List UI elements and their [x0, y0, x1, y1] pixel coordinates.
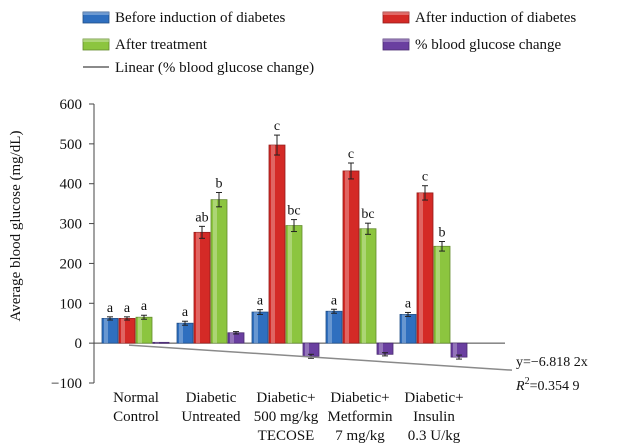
x-tick-label: Normal	[113, 390, 159, 406]
significance-label: a	[107, 301, 114, 316]
x-tick-label: Diabetic+	[256, 390, 315, 406]
significance-label: c	[274, 119, 280, 134]
y-tick-label: −100	[51, 376, 82, 392]
bar-highlight	[328, 311, 332, 344]
x-tick-label: Diabetic	[186, 390, 237, 406]
y-tick-label: 500	[60, 137, 83, 153]
y-tick-label: 0	[75, 336, 83, 352]
y-axis-label: Average blood glucose (mg/dL)	[8, 131, 24, 322]
bar-highlight	[288, 225, 292, 344]
bar-highlight	[271, 145, 275, 344]
significance-label: a	[124, 301, 131, 316]
significance-label: b	[439, 226, 446, 241]
bar-highlight	[155, 342, 159, 344]
bar-highlight	[402, 314, 406, 344]
significance-label: a	[331, 293, 338, 308]
x-axis-tick-labels: Normal Control Diabetic Untreated Diabetic+ 5…	[113, 390, 464, 444]
significance-label: a	[182, 305, 189, 320]
y-tick-label: 400	[60, 177, 83, 193]
bar-highlight	[104, 318, 108, 344]
legend-swatch-highlight	[383, 12, 409, 15]
bar-highlight	[379, 343, 383, 355]
bar	[152, 341, 170, 344]
legend-swatch	[82, 38, 110, 51]
significance-label: bc	[287, 204, 300, 219]
bar-highlight	[179, 323, 183, 344]
x-tick-label: 0.3 U/kg	[408, 428, 461, 444]
significance-label: c	[348, 147, 354, 162]
significance-label: bc	[361, 207, 374, 222]
legend: Before induction of diabetes After induct…	[82, 10, 576, 76]
bar-highlight	[254, 312, 258, 344]
bar-highlight	[305, 343, 309, 357]
legend-label: After induction of diabetes	[415, 10, 576, 26]
y-tick-label: 100	[60, 296, 83, 312]
axes: −100 0 100 200 300 400 500 600	[51, 97, 505, 392]
x-tick-label: 500 mg/kg	[254, 409, 319, 425]
x-tick-label: TECOSE	[258, 428, 315, 444]
x-tick-label: Diabetic+	[330, 390, 389, 406]
bar-highlight	[453, 343, 457, 358]
legend-swatch-highlight	[83, 39, 109, 42]
bar-highlight	[138, 317, 142, 344]
bar-highlight	[121, 318, 125, 344]
x-tick-label: Insulin	[413, 409, 455, 425]
trendline-r-squared: R2=0.354 9	[515, 376, 579, 394]
legend-swatch-highlight	[83, 12, 109, 15]
y-tick-label: 300	[60, 217, 83, 233]
bar-highlight	[419, 192, 423, 344]
legend-label: Linear (% blood glucose change)	[115, 60, 314, 76]
x-tick-label: 7 mg/kg	[335, 428, 385, 444]
legend-swatch	[82, 11, 110, 24]
significance-label: a	[257, 294, 264, 309]
bar-highlight	[213, 199, 217, 344]
legend-label: After treatment	[115, 37, 208, 53]
y-tick-label: 200	[60, 256, 83, 272]
significance-label: ab	[195, 210, 208, 225]
legend-swatch	[382, 38, 410, 51]
legend-swatch-highlight	[383, 39, 409, 42]
legend-label: % blood glucose change	[415, 37, 562, 53]
significance-label: c	[422, 170, 428, 185]
bar-highlight	[196, 232, 200, 344]
x-tick-label: Control	[113, 409, 159, 425]
bar-highlight	[230, 332, 234, 344]
y-tick-label: 600	[60, 97, 83, 113]
bar-highlight	[362, 228, 366, 344]
x-tick-label: Untreated	[181, 409, 241, 425]
x-tick-label: Diabetic+	[404, 390, 463, 406]
legend-swatch	[382, 11, 410, 24]
significance-label: a	[405, 296, 412, 311]
significance-label: a	[141, 299, 148, 314]
legend-label: Before induction of diabetes	[115, 10, 286, 26]
trendline-line	[128, 344, 513, 371]
bar-highlight	[436, 246, 440, 344]
bar-highlight	[345, 170, 349, 344]
significance-label: b	[216, 176, 223, 191]
trendline-equation: y=−6.818 2x	[516, 355, 588, 370]
x-tick-label: Metformin	[328, 409, 393, 425]
trendline	[128, 344, 513, 371]
